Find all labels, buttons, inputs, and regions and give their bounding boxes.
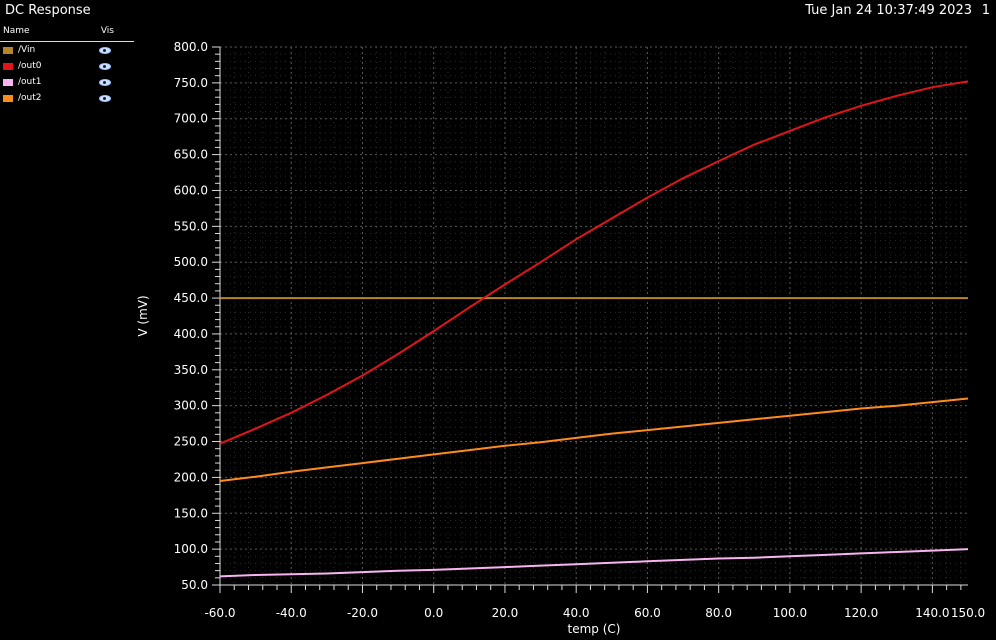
y-tick-label: 50.0 — [181, 578, 208, 592]
eye-icon[interactable] — [99, 46, 111, 54]
legend-panel: Name Vis /Vin/out0/out1/out2 — [0, 26, 134, 106]
legend-item-label: /out0 — [18, 61, 42, 71]
x-tick-label: 20.0 — [492, 606, 519, 620]
y-tick-label: 750.0 — [174, 76, 208, 90]
timestamp: Tue Jan 24 10:37:49 2023 — [805, 3, 972, 18]
legend-item[interactable]: /out0 — [0, 58, 134, 74]
series-line-out0 — [219, 80, 969, 445]
x-tick-label: 80.0 — [705, 606, 732, 620]
y-tick-label: 150.0 — [174, 506, 208, 520]
y-tick-label: 450.0 — [174, 291, 208, 305]
eye-icon[interactable] — [99, 78, 111, 86]
x-tick-label: 60.0 — [634, 606, 661, 620]
legend-item[interactable]: /Vin — [0, 42, 134, 58]
legend-item-label: /out2 — [18, 93, 42, 103]
grid-lines — [219, 46, 968, 586]
y-tick-label: 350.0 — [174, 363, 208, 377]
y-tick-label: 650.0 — [174, 148, 208, 162]
x-tick-label: 40.0 — [563, 606, 590, 620]
x-tick-label: 100.0 — [773, 606, 807, 620]
legend-item-label: /out1 — [18, 77, 42, 87]
y-tick-labels: 50.0 100.0 150.0 200.0 250.0 300.0 350.0 400.0 4… — [174, 40, 208, 592]
y-axis-label: V (mV) — [136, 295, 150, 336]
series-lines — [219, 80, 969, 578]
y-tick-label: 300.0 — [174, 399, 208, 413]
y-tick-label: 250.0 — [174, 435, 208, 449]
subwindow-number: 1 — [981, 3, 990, 18]
x-tick-label: 0.0 — [424, 606, 443, 620]
x-tick-labels: -60.0 -40.0 -20.0 0.0 20.0 40.0 60.0 80.0 100.0 1… — [204, 606, 985, 620]
x-tick-label: -40.0 — [276, 606, 307, 620]
legend-name-header: Name — [3, 26, 30, 36]
legend-vis-header: Vis — [100, 26, 114, 36]
legend-header: Name Vis — [0, 26, 134, 42]
x-tick-label: 120.0 — [844, 606, 878, 620]
x-tick-label: 150.0 — [951, 606, 985, 620]
series-line-out1 — [219, 548, 969, 578]
legend-swatch — [3, 62, 13, 70]
x-tick-label: -60.0 — [204, 606, 235, 620]
y-tick-label: 800.0 — [174, 40, 208, 54]
x-tick-label: -20.0 — [347, 606, 378, 620]
series-line-out2 — [219, 397, 969, 482]
legend-swatch — [3, 78, 13, 86]
x-tick-label: 140.0 — [915, 606, 949, 620]
y-tick-label: 200.0 — [174, 470, 208, 484]
y-tick-label: 600.0 — [174, 183, 208, 197]
legend-item-label: /Vin — [18, 45, 36, 55]
y-tick-label: 500.0 — [174, 255, 208, 269]
x-axis-label: temp (C) — [568, 622, 621, 636]
legend-swatch — [3, 94, 13, 102]
window-title: DC Response — [5, 3, 91, 18]
y-tick-label: 100.0 — [174, 542, 208, 556]
eye-icon[interactable] — [99, 94, 111, 102]
legend-item[interactable]: /out2 — [0, 90, 134, 106]
minor-ticks — [212, 46, 962, 593]
y-tick-label: 400.0 — [174, 327, 208, 341]
legend-item[interactable]: /out1 — [0, 74, 134, 90]
legend-rows: /Vin/out0/out1/out2 — [0, 42, 134, 106]
y-tick-label: 700.0 — [174, 112, 208, 126]
eye-icon[interactable] — [99, 62, 111, 70]
y-tick-label: 550.0 — [174, 219, 208, 233]
legend-swatch — [3, 46, 13, 54]
axes — [219, 47, 968, 586]
